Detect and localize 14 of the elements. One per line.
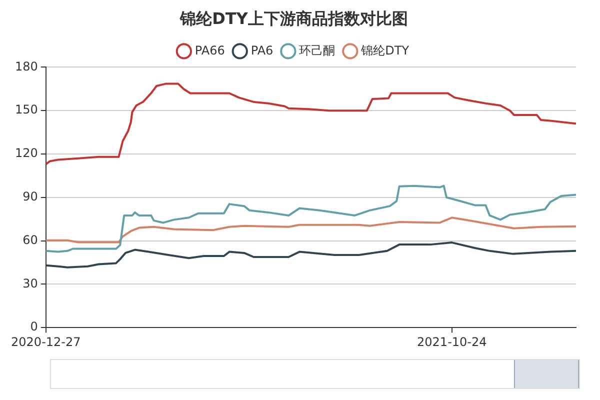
y-tick-label: 30 [22, 276, 38, 290]
legend-label: PA66 [194, 43, 225, 58]
legend-label: 锦纶DTY [360, 43, 410, 58]
y-tick-label: 150 [15, 102, 38, 117]
legend-label: PA6 [250, 43, 274, 58]
y-tick-label: 60 [22, 232, 38, 247]
legend-label: 环己酮 [299, 43, 336, 58]
x-tick-label: 2021-10-24 [417, 334, 487, 349]
y-tick-label: 0 [30, 320, 38, 334]
y-tick-label: 120 [15, 146, 38, 160]
x-tick-label: 2020-12-27 [11, 334, 81, 349]
y-tick-label: 90 [22, 190, 38, 204]
y-tick-label: 180 [15, 59, 38, 74]
chart-title: 锦纶DTY上下游商品指数对比图 [179, 8, 408, 28]
